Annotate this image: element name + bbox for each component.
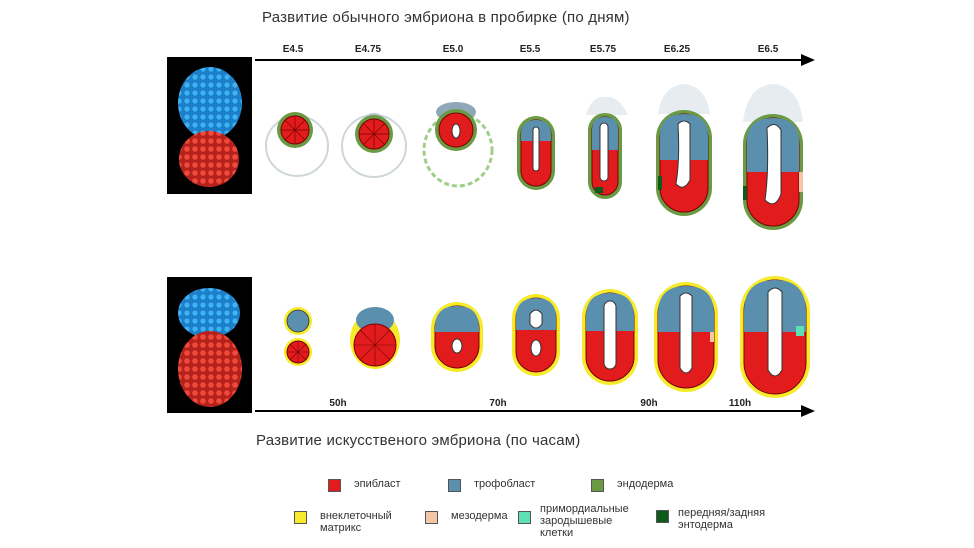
legend-item-mesoderm: мезодерма (425, 510, 508, 524)
legend-swatch (328, 479, 341, 492)
legend-swatch (294, 511, 307, 524)
tick-label: E6.5 (757, 44, 779, 55)
tick-label: E6.25 (663, 44, 691, 55)
tick-label: E4.5 (282, 44, 304, 55)
tick-label: E5.5 (519, 44, 541, 55)
legend-item-extracellular-matrix: внеклеточный матрикс (294, 510, 392, 534)
legend-label: примордиальные зародышевые клетки (540, 503, 629, 539)
legend-label: эпибласт (354, 478, 401, 490)
legend-swatch (448, 479, 461, 492)
embryo-artificial-50h (284, 307, 312, 366)
diagram-title-natural: Развитие обычного эмбриона в пробирке (п… (262, 9, 630, 26)
tick-label: E4.75 (354, 44, 382, 55)
legend-item-anterior-posterior-endoderm: передняя/задняя энтодерма (656, 507, 765, 531)
embryo-artificial-4 (512, 294, 560, 376)
diagram-title-artificial: Развитие искусственого эмбриона (по часа… (256, 432, 581, 449)
legend-swatch (518, 511, 531, 524)
top-timeline-arrow (255, 54, 815, 66)
bottom-timeline-arrow (255, 405, 815, 417)
legend-item-endoderm: эндодерма (591, 478, 673, 492)
legend-label: мезодерма (451, 510, 508, 522)
tick-label: 110h (728, 398, 752, 409)
legend-item-epiblast: эпибласт (328, 478, 401, 492)
embryo-artificial-2 (350, 307, 400, 369)
tick-label: E5.75 (589, 44, 617, 55)
embryo-natural-e6-25 (656, 84, 712, 216)
artificial-embryo-photo (167, 277, 252, 413)
embryo-natural-e5-5 (517, 116, 555, 190)
embryo-natural-e4-75 (341, 113, 407, 178)
embryo-artificial-70h (431, 302, 483, 372)
embryo-artificial-6 (654, 282, 718, 392)
embryo-natural-e5-75 (586, 96, 628, 199)
legend-swatch (425, 511, 438, 524)
natural-embryo-photo (167, 57, 252, 194)
tick-label: 90h (640, 398, 658, 409)
legend-item-primordial-germ-cells: примордиальные зародышевые клетки (518, 503, 629, 539)
legend-item-trophoblast: трофобласт (448, 478, 535, 492)
legend-label: передняя/задняя энтодерма (678, 507, 766, 531)
tick-label: E5.0 (442, 44, 464, 55)
legend-label: внеклеточный матрикс (320, 510, 392, 534)
embryo-artificial-90h (582, 289, 638, 385)
embryo-natural-e6-5 (743, 84, 803, 230)
legend-swatch (656, 510, 669, 523)
legend-label: трофобласт (474, 478, 536, 490)
embryo-artificial-110h (740, 276, 810, 398)
tick-label: 70h (489, 398, 507, 409)
legend-label: эндодерма (617, 478, 674, 490)
embryo-natural-e4-5 (265, 112, 329, 177)
embryo-natural-e5-0 (422, 102, 494, 188)
legend-swatch (591, 479, 604, 492)
tick-label: 50h (329, 398, 347, 409)
